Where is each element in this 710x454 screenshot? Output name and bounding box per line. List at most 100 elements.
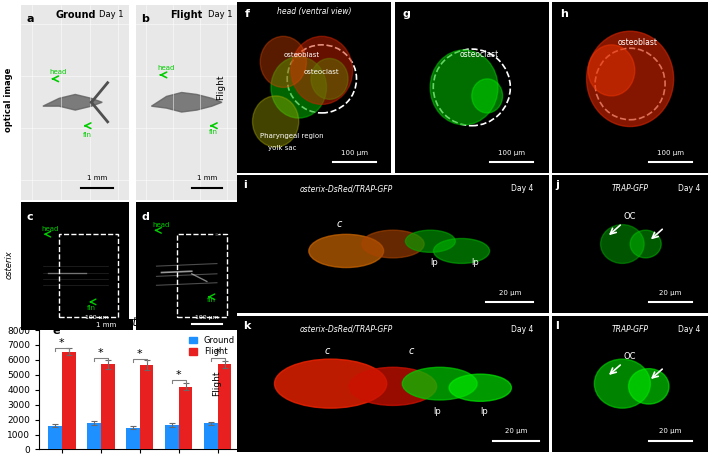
Bar: [62, 352, 75, 449]
Text: *: *: [98, 348, 104, 358]
Text: TRAP-GFP: TRAP-GFP: [611, 184, 649, 193]
Text: fin: fin: [87, 305, 96, 311]
Circle shape: [271, 57, 327, 118]
Text: Ground: Ground: [212, 227, 222, 261]
Text: *: *: [215, 348, 221, 358]
Text: osteoblast: osteoblast: [618, 38, 658, 47]
Text: head: head: [50, 69, 67, 75]
Text: k: k: [244, 321, 251, 331]
Circle shape: [311, 59, 348, 99]
Text: osteoblast: osteoblast: [284, 52, 320, 58]
Text: head: head: [42, 226, 59, 232]
Bar: [177, 234, 227, 317]
Text: h: h: [560, 9, 568, 19]
Circle shape: [362, 230, 424, 258]
Text: c: c: [324, 345, 329, 355]
Circle shape: [430, 50, 498, 125]
Text: c: c: [337, 219, 342, 229]
Text: OC: OC: [624, 212, 636, 221]
Text: head (ventral view): head (ventral view): [277, 7, 351, 16]
Circle shape: [349, 367, 437, 405]
Circle shape: [309, 234, 383, 267]
Text: 20 μm: 20 μm: [660, 290, 682, 296]
Text: lp: lp: [430, 258, 438, 267]
Text: 1 mm: 1 mm: [87, 175, 107, 182]
Circle shape: [628, 369, 669, 404]
Title: osterix: osterix: [120, 316, 160, 329]
Text: lp: lp: [434, 407, 441, 415]
Circle shape: [630, 230, 661, 258]
Circle shape: [253, 96, 299, 147]
Text: 20 μm: 20 μm: [498, 290, 521, 296]
Text: Day 4: Day 4: [511, 325, 533, 334]
Text: head: head: [153, 222, 170, 228]
Text: f: f: [245, 9, 250, 19]
Text: fin: fin: [209, 128, 218, 134]
Text: Pharyngeal region: Pharyngeal region: [260, 133, 324, 139]
Circle shape: [260, 36, 307, 87]
Text: 100 μm: 100 μm: [195, 315, 219, 320]
Text: Flight: Flight: [216, 74, 225, 100]
Text: c: c: [408, 345, 414, 355]
Bar: [179, 387, 192, 449]
Text: 100 μm: 100 μm: [85, 315, 109, 320]
Bar: [218, 365, 231, 449]
Text: 20 μm: 20 μm: [505, 428, 528, 434]
Text: head: head: [158, 65, 175, 71]
Text: TRAP-GFP: TRAP-GFP: [611, 325, 649, 334]
Text: d: d: [141, 212, 149, 222]
Circle shape: [601, 225, 644, 263]
Text: e: e: [52, 326, 60, 336]
Text: *: *: [59, 338, 65, 348]
Text: c: c: [27, 212, 33, 222]
Text: osterix-DsRed/TRAP-GFP: osterix-DsRed/TRAP-GFP: [300, 325, 393, 334]
Text: osteoclast: osteoclast: [304, 69, 339, 75]
Circle shape: [291, 36, 353, 104]
Text: Ground: Ground: [55, 10, 96, 20]
Polygon shape: [43, 94, 102, 110]
Text: Day 1: Day 1: [207, 10, 232, 20]
Text: Flight: Flight: [212, 371, 222, 396]
Text: 100 μm: 100 μm: [498, 150, 525, 157]
Circle shape: [594, 359, 650, 408]
Text: 100 μm: 100 μm: [341, 150, 368, 157]
Bar: [204, 423, 218, 449]
Text: osteoclast: osteoclast: [460, 50, 499, 59]
Circle shape: [588, 45, 635, 96]
Text: lp: lp: [471, 258, 479, 267]
Text: g: g: [403, 9, 410, 19]
Text: *: *: [137, 349, 143, 359]
Circle shape: [275, 359, 387, 408]
Text: lp: lp: [480, 407, 488, 415]
Bar: [140, 365, 153, 449]
Text: *: *: [176, 370, 182, 380]
Bar: [101, 365, 114, 449]
Text: yolk sac: yolk sac: [268, 145, 296, 151]
Circle shape: [434, 238, 490, 263]
Text: Day 4: Day 4: [678, 184, 700, 193]
Text: fin: fin: [207, 297, 216, 303]
Text: Day 4: Day 4: [511, 184, 533, 193]
Bar: [48, 425, 62, 449]
Circle shape: [405, 230, 455, 252]
Bar: [87, 423, 101, 449]
Text: j: j: [555, 180, 559, 190]
Bar: [165, 425, 179, 449]
Bar: [126, 428, 140, 449]
Text: 1 mm: 1 mm: [197, 175, 217, 182]
Circle shape: [586, 31, 674, 127]
Text: 100 μm: 100 μm: [657, 150, 684, 157]
Text: optical image: optical image: [4, 68, 13, 132]
Text: Flight: Flight: [170, 10, 203, 20]
Text: l: l: [555, 321, 559, 331]
Text: 20 μm: 20 μm: [660, 428, 682, 434]
Text: i: i: [244, 180, 247, 190]
Text: Day 4: Day 4: [678, 325, 700, 334]
Polygon shape: [151, 93, 222, 112]
Circle shape: [449, 374, 511, 401]
Y-axis label: Fluorescence intensity: Fluorescence intensity: [0, 335, 1, 445]
Circle shape: [403, 367, 477, 400]
Legend: Ground, Flight: Ground, Flight: [187, 334, 236, 358]
Text: osterix: osterix: [4, 251, 13, 279]
Text: OC: OC: [624, 352, 636, 361]
